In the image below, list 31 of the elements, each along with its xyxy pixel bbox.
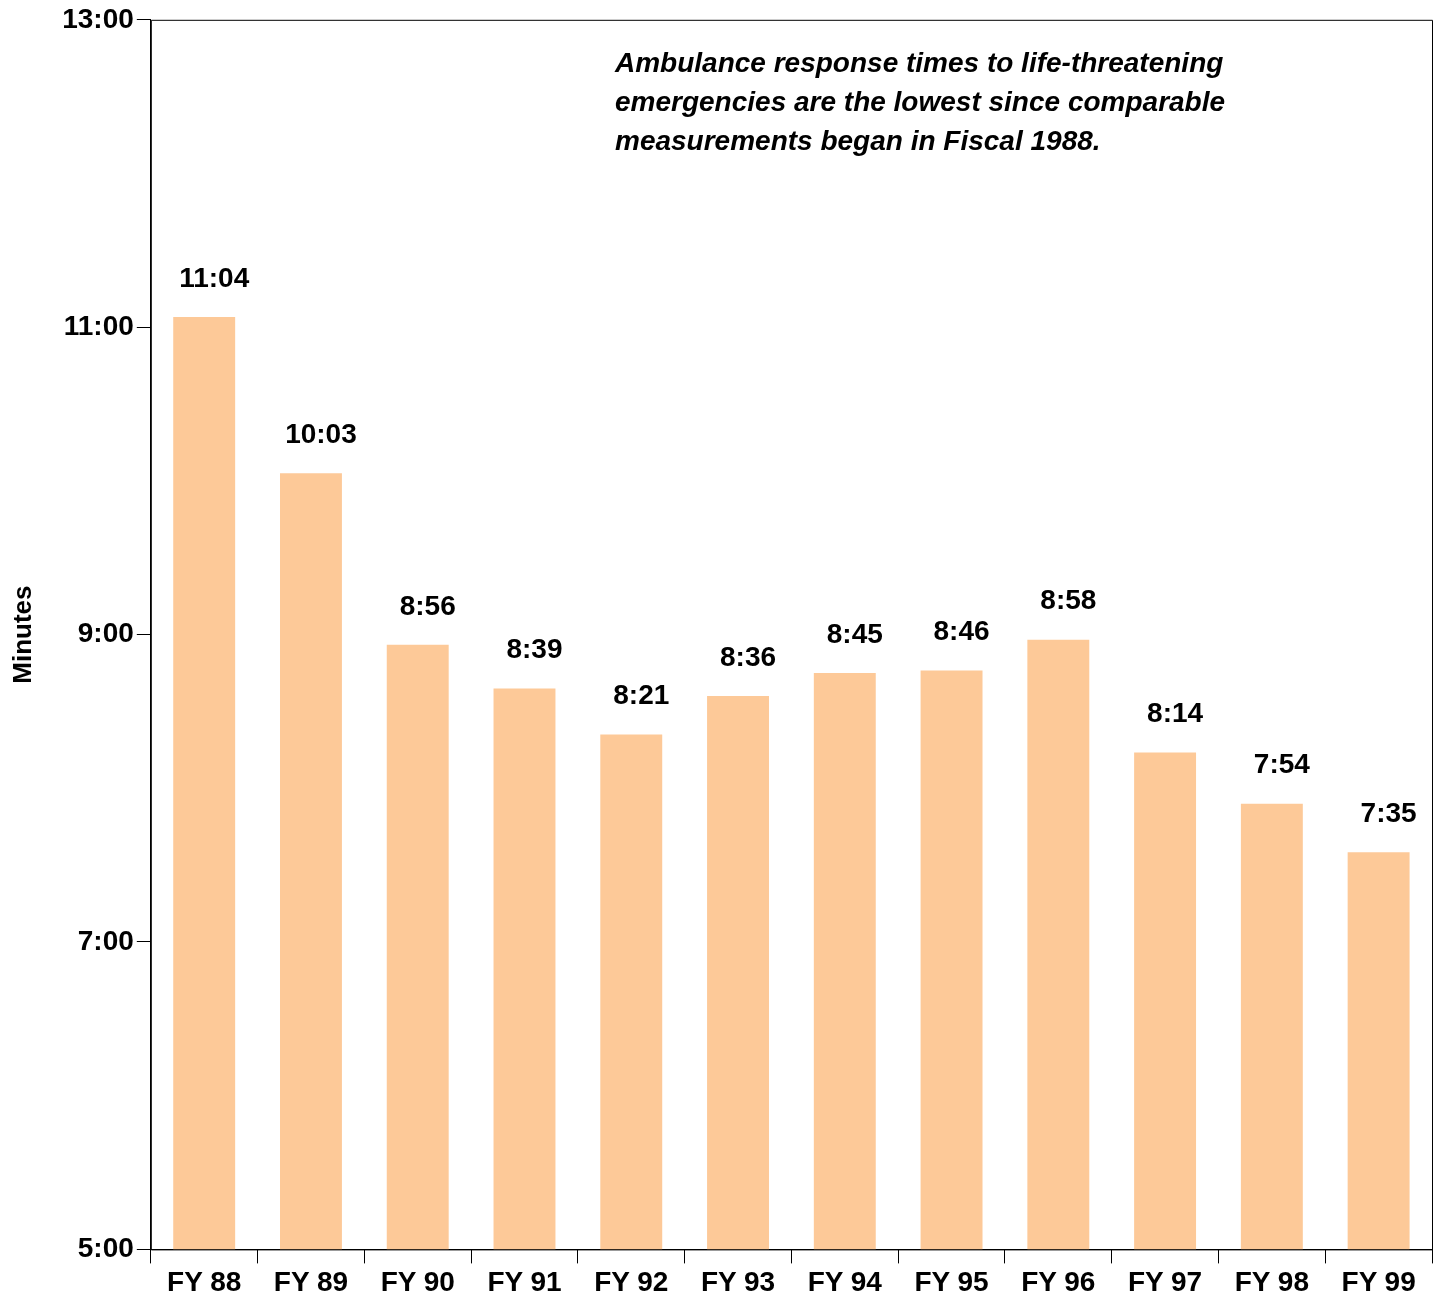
x-tick-label: FY 93 (700, 1265, 776, 1297)
x-tick-label: FY 88 (167, 1265, 242, 1297)
x-tick-label: FY 89 (273, 1265, 349, 1297)
y-tick-label: 11:00 (63, 309, 134, 341)
x-tick-label: FY 95 (914, 1265, 989, 1297)
x-tick-label: FY 94 (807, 1265, 883, 1297)
data-label: 8:45 (826, 617, 883, 649)
y-tick-label: 7:00 (77, 924, 134, 956)
annotation: Ambulance response times to life-threatening emergencies are the lowest since comparable measurements began in Fiscal 1988. (614, 46, 1226, 156)
x-tick-label: FY 90 (380, 1265, 455, 1297)
y-tick-label: 5:00 (77, 1232, 134, 1264)
data-label: 8:56 (399, 589, 456, 621)
data-label: 7:35 (1360, 797, 1417, 829)
data-label: 8:46 (933, 615, 990, 647)
x-tick-label: FY 92 (594, 1265, 669, 1297)
data-label: 8:36 (720, 640, 777, 672)
data-label: 11:04 (179, 261, 250, 293)
data-label: 8:58 (1040, 584, 1097, 616)
x-tick-label: FY 96 (1021, 1265, 1096, 1297)
y-tick-label: 13:00 (62, 2, 134, 34)
data-label: 7:54 (1253, 748, 1311, 780)
x-tick-label: FY 99 (1341, 1265, 1416, 1297)
data-label: 10:03 (285, 417, 357, 449)
x-tick-label: FY 91 (487, 1265, 562, 1297)
data-label: 8:21 (613, 679, 670, 711)
y-tick-label: 9:00 (77, 617, 134, 649)
x-tick-label: FY 97 (1127, 1265, 1203, 1297)
x-tick-label: FY 98 (1234, 1265, 1309, 1297)
data-label: 8:39 (506, 633, 563, 665)
y-axis-title: Minutes (6, 585, 37, 684)
data-label: 8:14 (1147, 697, 1204, 729)
